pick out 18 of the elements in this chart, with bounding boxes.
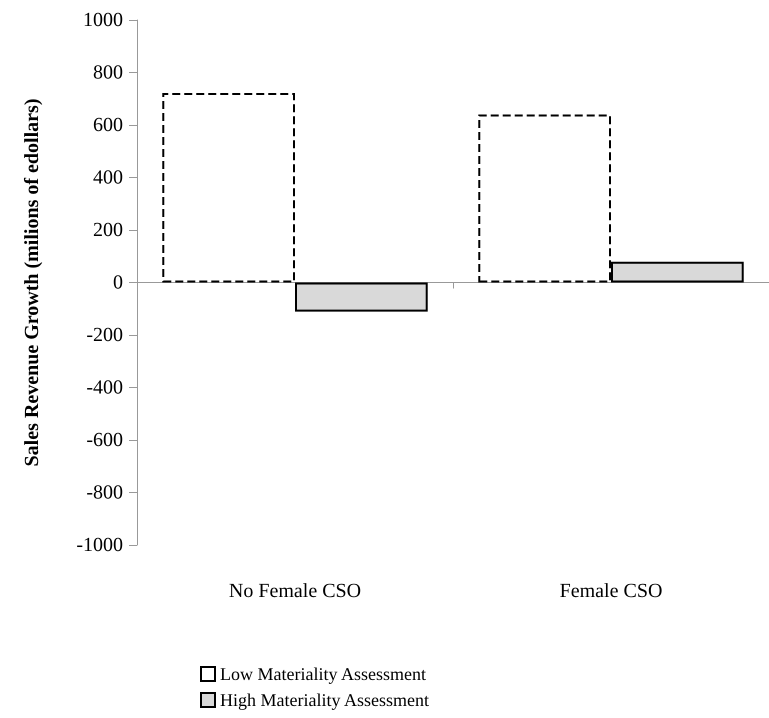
y-axis-title: Sales Revenue Growth (milions of edollars) bbox=[21, 98, 43, 466]
y-tick-label: 0 bbox=[113, 272, 123, 294]
y-tick-label: -200 bbox=[86, 324, 123, 346]
y-tick-label: -600 bbox=[86, 429, 123, 451]
bar bbox=[162, 92, 295, 282]
y-tick-label: 800 bbox=[93, 62, 123, 84]
y-tick-label: 400 bbox=[93, 166, 123, 188]
y-tick-label: -400 bbox=[86, 376, 123, 398]
y-tick-label: 1000 bbox=[83, 9, 123, 31]
x-tick-label: No Female CSO bbox=[228, 580, 362, 602]
bar bbox=[295, 282, 428, 312]
y-tick-label: 600 bbox=[93, 114, 123, 136]
y-tick-label: -800 bbox=[86, 482, 123, 504]
x-tick-label: Female CSO bbox=[560, 580, 662, 602]
legend-label: Low Materiality Assessment bbox=[220, 664, 426, 684]
y-tick-label: 200 bbox=[93, 219, 123, 241]
y-tick-label: -1000 bbox=[76, 534, 123, 556]
legend-label: High Materiality Assessment bbox=[220, 690, 429, 710]
